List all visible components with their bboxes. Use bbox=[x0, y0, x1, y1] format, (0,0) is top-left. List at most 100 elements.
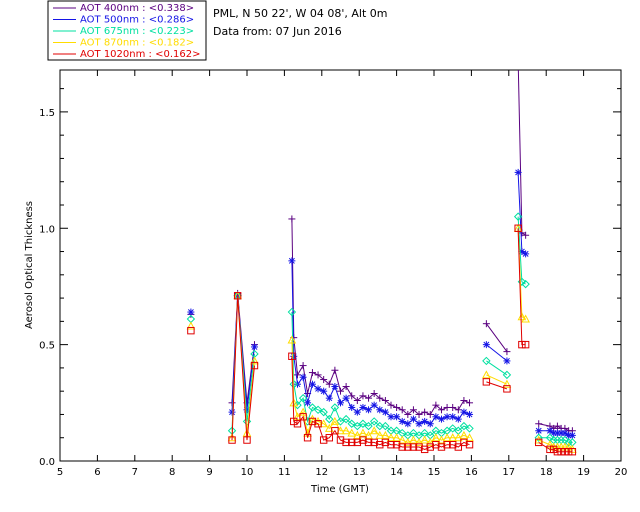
data-point bbox=[546, 427, 554, 435]
data-point bbox=[342, 438, 350, 447]
data-point bbox=[502, 379, 512, 388]
data-point bbox=[250, 361, 259, 370]
x-tick-label: 20 bbox=[615, 467, 628, 478]
legend-label: AOT 870nm : <0.182> bbox=[80, 38, 194, 49]
data-point bbox=[549, 445, 558, 454]
legend-label: AOT 1020nm : <0.162> bbox=[80, 49, 200, 60]
data-point bbox=[421, 408, 429, 416]
data-point bbox=[564, 442, 573, 451]
data-point bbox=[460, 408, 468, 416]
data-point bbox=[425, 437, 435, 446]
data-point bbox=[465, 424, 474, 433]
data-point bbox=[314, 371, 322, 379]
data-point bbox=[503, 348, 511, 356]
data-point bbox=[522, 250, 530, 258]
data-point bbox=[449, 403, 457, 411]
data-point bbox=[358, 419, 368, 428]
data-point bbox=[398, 406, 406, 414]
x-tick-label: 9 bbox=[206, 467, 212, 478]
data-point bbox=[320, 387, 328, 395]
data-point bbox=[442, 433, 452, 442]
data-point bbox=[518, 229, 526, 237]
x-tick-label: 14 bbox=[390, 467, 403, 478]
y-tick-label: 1.5 bbox=[39, 108, 55, 119]
axis-ticks: 5 6 7 8 9 10 11 12 13 14 15 16 17 18 19 20 0.0 0.5 1.0 1.5 bbox=[39, 70, 627, 478]
data-point bbox=[319, 419, 329, 428]
data-point bbox=[293, 400, 302, 410]
x-tick-label: 15 bbox=[428, 467, 441, 478]
data-point bbox=[404, 443, 412, 451]
data-point bbox=[503, 385, 511, 393]
data-point bbox=[535, 427, 543, 435]
data-point bbox=[325, 394, 333, 402]
data-point bbox=[293, 420, 302, 428]
data-point bbox=[352, 430, 362, 439]
data-point bbox=[313, 405, 323, 415]
data-point bbox=[364, 421, 373, 431]
x-tick-label: 11 bbox=[278, 467, 291, 478]
data-point bbox=[513, 212, 523, 221]
data-point bbox=[460, 438, 468, 447]
data-point bbox=[243, 436, 251, 444]
data-point bbox=[431, 433, 441, 442]
data-point bbox=[482, 356, 491, 366]
data-point bbox=[365, 394, 373, 402]
data-point bbox=[454, 406, 462, 414]
data-point bbox=[331, 383, 339, 391]
data-point bbox=[298, 407, 308, 416]
data-point bbox=[393, 403, 401, 411]
data-point bbox=[392, 441, 401, 449]
data-point bbox=[420, 435, 429, 444]
data-point bbox=[359, 392, 367, 400]
data-point bbox=[415, 443, 423, 451]
data-point bbox=[353, 438, 362, 447]
data-point bbox=[397, 435, 407, 444]
data-point bbox=[375, 430, 385, 439]
data-point bbox=[369, 417, 379, 426]
data-point bbox=[502, 370, 512, 380]
data-point bbox=[381, 430, 390, 439]
data-point bbox=[437, 443, 446, 451]
data-point bbox=[187, 308, 195, 316]
data-point bbox=[415, 420, 423, 428]
data-point bbox=[465, 441, 474, 449]
data-point bbox=[250, 343, 258, 351]
data-point bbox=[545, 440, 555, 449]
data-point bbox=[553, 447, 562, 456]
data-point bbox=[288, 257, 296, 265]
data-point bbox=[535, 438, 543, 447]
legend-label: AOT 675nm : <0.223> bbox=[80, 26, 194, 37]
data-point bbox=[319, 436, 328, 444]
data-point bbox=[337, 399, 344, 407]
data-point bbox=[568, 444, 577, 453]
x-tick-label: 7 bbox=[132, 467, 138, 478]
data-point bbox=[534, 435, 544, 444]
location-text: PML, N 50 22', W 04 08', Alt 0m bbox=[213, 7, 387, 20]
data-point bbox=[319, 407, 328, 417]
data-point bbox=[376, 441, 384, 449]
data-point bbox=[364, 430, 373, 439]
x-axis-label: Time (GMT) bbox=[310, 484, 369, 495]
data-point bbox=[228, 436, 236, 444]
data-point bbox=[341, 426, 351, 435]
data-point bbox=[287, 335, 297, 344]
data-point bbox=[293, 371, 301, 379]
x-tick-label: 13 bbox=[353, 467, 366, 478]
data-point bbox=[353, 396, 361, 404]
data-point bbox=[564, 447, 573, 456]
date-text: Data from: 07 Jun 2016 bbox=[213, 25, 342, 38]
series-group bbox=[186, 70, 577, 456]
data-point bbox=[521, 314, 530, 323]
data-point bbox=[443, 441, 451, 449]
data-point bbox=[557, 447, 565, 456]
data-point bbox=[409, 443, 418, 451]
data-point bbox=[448, 433, 458, 442]
data-point bbox=[314, 420, 322, 428]
data-point bbox=[325, 380, 333, 388]
data-point bbox=[503, 357, 511, 365]
legend: AOT 400nm : <0.338>AOT 500nm : <0.286>AO… bbox=[53, 3, 200, 60]
data-point bbox=[330, 403, 340, 412]
data-point bbox=[421, 417, 429, 425]
data-point bbox=[370, 438, 378, 447]
data-point bbox=[348, 438, 356, 447]
